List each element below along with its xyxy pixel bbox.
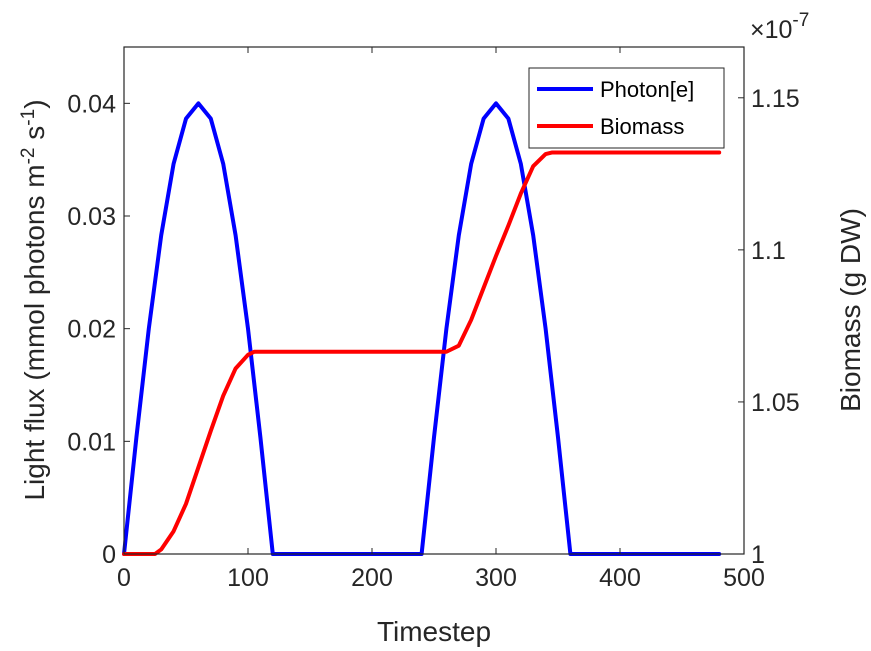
legend: Photon[e] Biomass [528, 67, 725, 149]
y-left-label-mid: s [19, 126, 50, 148]
y-right-tick-label: 1.05 [751, 389, 800, 417]
y-right-tick-label: 1.1 [751, 237, 786, 265]
y-left-label-main: Light flux (mmol photons m [19, 164, 50, 500]
multiplier-exponent: -7 [792, 10, 809, 31]
y-left-label-sup1: -2 [18, 147, 39, 164]
x-axis-label: Timestep [377, 616, 491, 647]
y-left-tick-label: 0.03 [67, 203, 116, 231]
right-axis-multiplier: ×10-7 [750, 10, 809, 44]
series-line-biomass [122, 150, 722, 556]
x-tick-label: 300 [475, 564, 517, 592]
x-tick-label: 400 [599, 564, 641, 592]
y-left-label-end: ) [19, 99, 50, 108]
multiplier-base: ×10 [750, 16, 792, 44]
y-axis-left-label: Light flux (mmol photons m-2 s-1) [18, 99, 50, 500]
legend-box [528, 67, 725, 149]
y-left-tick-label: 0.01 [67, 428, 116, 456]
legend-label-photon: Photon[e] [600, 77, 694, 102]
axes-box [123, 46, 745, 555]
y-left-tick-label: 0.02 [67, 316, 116, 344]
legend-label-biomass: Biomass [600, 114, 684, 139]
y-axis-right: 1 1.05 1.1 1.15 [738, 85, 800, 569]
y-left-label-sup2: -1 [18, 109, 39, 126]
y-left-tick-label: 0.04 [67, 90, 116, 118]
y-left-tick-label: 0 [102, 541, 116, 569]
y-right-tick-label: 1.15 [751, 85, 800, 113]
x-tick-label: 200 [351, 564, 393, 592]
x-tick-label: 500 [723, 564, 765, 592]
x-tick-label: 100 [227, 564, 269, 592]
x-axis: 0 100 200 300 400 500 [117, 47, 765, 592]
y-axis-right-label: Biomass (g DW) [835, 208, 866, 412]
y-right-tick-label: 1 [751, 541, 765, 569]
x-tick-label: 0 [117, 564, 131, 592]
y-axis-left: 0 0.01 0.02 0.03 0.04 [67, 90, 130, 569]
